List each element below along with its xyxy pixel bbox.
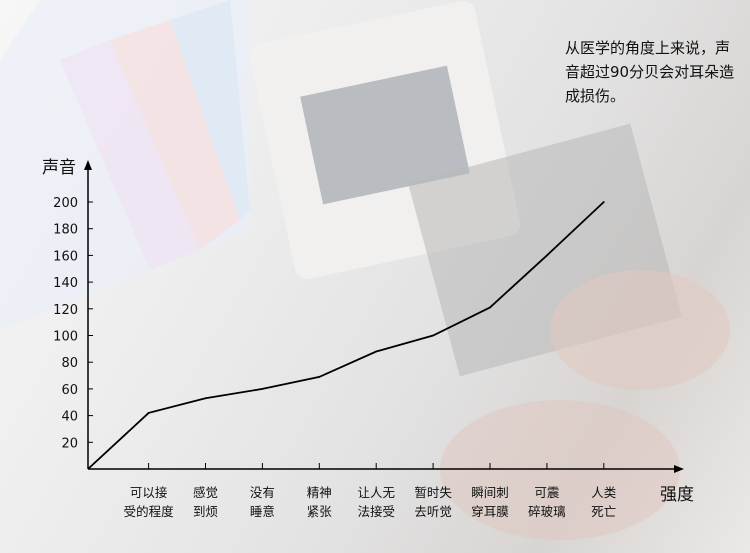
x-tick-label: 瞬间刺 [471,485,509,500]
y-tick-label: 100 [53,330,78,345]
x-tick-label: 死亡 [591,504,616,519]
y-tick-label: 200 [53,196,78,211]
x-tick-label: 穿耳膜 [471,504,509,519]
y-tick-label: 160 [53,249,78,264]
x-tick-label: 睡意 [250,504,275,519]
y-tick-label: 140 [53,276,78,291]
x-tick-label: 暂时失 [414,485,452,500]
x-tick-label: 可震 [534,485,560,500]
x-tick-label: 法接受 [357,504,395,519]
data-point [602,201,605,203]
x-tick-label: 受的程度 [124,504,175,519]
x-tick-label: 让人无 [357,485,395,500]
x-tick-label: 到烦 [193,504,218,519]
x-tick-label: 人类 [591,485,617,500]
data-point [318,375,321,378]
data-point [489,306,491,309]
data-point [375,350,378,353]
y-axis-label: 声音 [42,158,76,178]
x-axis-label: 强度 [660,485,694,505]
x-tick-label: 没有 [250,485,275,500]
data-point [261,388,264,390]
x-tick-label: 精神 [307,485,332,500]
y-tick-label: 80 [61,356,78,371]
y-tick-label: 20 [61,436,78,451]
y-tick-label: 40 [61,410,78,425]
x-tick-label: 去听觉 [414,504,452,519]
x-tick-label: 碎玻璃 [528,504,566,519]
data-point [432,334,434,337]
y-tick-label: 60 [61,383,78,398]
data-line [87,201,605,470]
x-axis-arrow-icon [674,465,684,473]
annotation-text: 从医学的角度上来说，声音超过90分贝会对耳朵造成损伤。 [565,39,735,105]
x-tick-label: 紧张 [307,504,333,519]
x-tick-label: 感觉 [193,485,218,500]
x-tick-label: 可以接 [130,485,168,500]
data-point [546,254,548,257]
y-tick-label: 180 [53,223,78,238]
data-point [147,412,150,414]
y-axis-arrow-icon [84,160,92,170]
y-tick-label: 120 [53,303,78,318]
data-point [204,397,207,400]
